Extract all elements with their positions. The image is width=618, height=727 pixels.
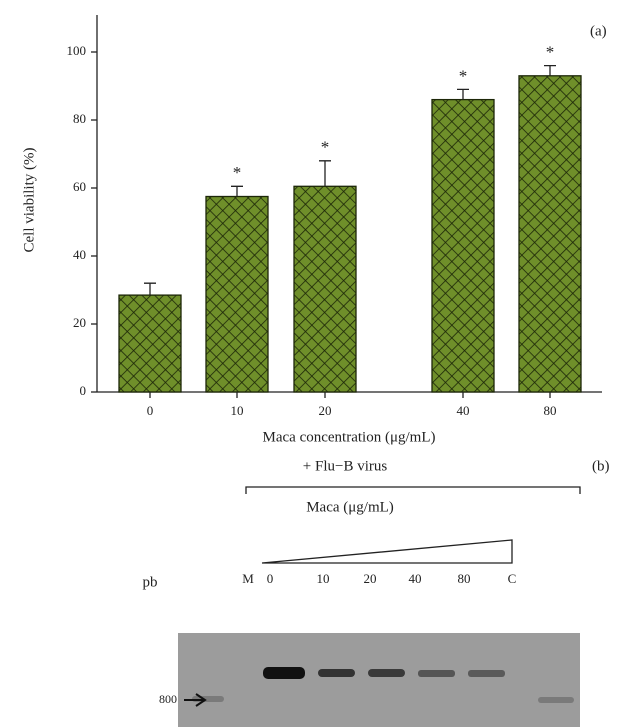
marker-arrow xyxy=(184,693,207,707)
gradient-wedge xyxy=(261,539,513,564)
y-tick-label: 60 xyxy=(73,179,86,194)
gel-band xyxy=(538,697,574,703)
gradient-label: Maca (μg/mL) xyxy=(306,499,394,515)
significance-mark: * xyxy=(459,66,468,85)
lane-label: C xyxy=(508,571,517,586)
gel-band xyxy=(468,670,505,677)
lane-label: 10 xyxy=(317,571,330,586)
gel-image xyxy=(178,633,580,727)
panel-label: (a) xyxy=(590,23,607,39)
x-tick-label: 10 xyxy=(231,403,244,418)
treatment-label: + Flu−B virus xyxy=(303,458,388,474)
error-bar xyxy=(231,185,243,197)
gel-band xyxy=(318,669,355,677)
bracket xyxy=(245,486,581,494)
bar xyxy=(118,294,182,393)
lane-label: 40 xyxy=(409,571,422,586)
marker-size: 800 xyxy=(159,692,177,706)
error-bar xyxy=(457,88,469,100)
y-tick-label: 100 xyxy=(67,43,87,58)
x-tick-label: 0 xyxy=(147,403,154,418)
panel-label: (b) xyxy=(592,458,610,474)
size-unit: pb xyxy=(143,574,158,590)
error-bar xyxy=(144,282,156,296)
bar xyxy=(431,98,495,393)
bar xyxy=(293,185,357,393)
x-tick-label: 80 xyxy=(544,403,557,418)
x-tick-label: 40 xyxy=(457,403,470,418)
bar xyxy=(518,75,582,393)
y-tick-label: 0 xyxy=(80,383,87,398)
gel-band xyxy=(418,670,455,677)
x-axis-label: Maca concentration (μg/mL) xyxy=(263,429,436,445)
x-tick-label: 20 xyxy=(319,403,332,418)
lane-label: M xyxy=(242,571,254,586)
lane-label: 0 xyxy=(267,571,274,586)
y-tick-label: 40 xyxy=(73,247,86,262)
bar xyxy=(205,195,269,393)
y-tick-label: 80 xyxy=(73,111,86,126)
gel-band xyxy=(368,669,405,677)
y-axis-label: Cell viability (%) xyxy=(21,148,37,253)
significance-mark: * xyxy=(321,138,330,157)
significance-mark: * xyxy=(546,43,555,62)
significance-mark: * xyxy=(233,163,242,182)
lane-label: 80 xyxy=(458,571,471,586)
y-tick-label: 20 xyxy=(73,315,86,330)
error-bar xyxy=(544,64,556,76)
error-bar xyxy=(319,160,331,187)
gel-band xyxy=(263,667,305,679)
lane-label: 20 xyxy=(364,571,377,586)
